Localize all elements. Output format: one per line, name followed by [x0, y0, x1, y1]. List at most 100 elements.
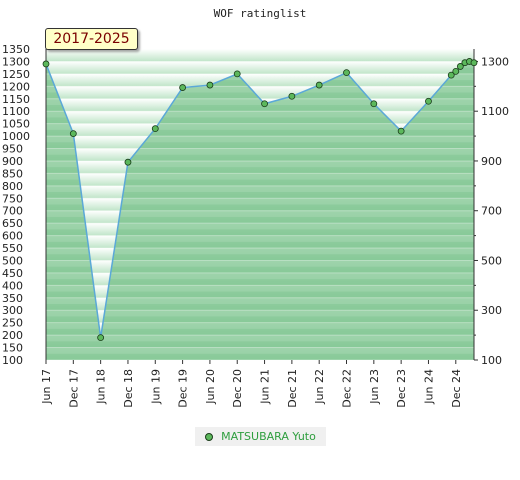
y-tick-label-left: 1200	[2, 80, 30, 93]
data-point	[206, 81, 214, 89]
data-point	[425, 97, 432, 105]
data-point	[315, 81, 323, 89]
area-stripe	[46, 160, 474, 168]
x-tick-label: Dec 24	[450, 369, 463, 408]
y-tick-label-left: 1000	[2, 130, 30, 143]
x-tick-label: Jun 22	[313, 369, 326, 405]
y-tick-label-left: 500	[2, 254, 23, 267]
x-tick-label: Jun 24	[422, 369, 435, 405]
data-point	[447, 71, 455, 79]
y-tick-label-left: 1100	[2, 105, 30, 118]
y-tick-label-left: 250	[2, 317, 23, 330]
area-stripe	[46, 285, 474, 292]
y-tick-label-right: 1100	[481, 105, 509, 118]
y-tick-label-left: 750	[2, 192, 23, 205]
legend-marker-icon	[205, 432, 214, 441]
background-band	[46, 61, 474, 74]
x-tick-label: Dec 21	[286, 369, 299, 408]
x-tick-label: Jun 17	[40, 369, 53, 405]
area-fill	[46, 61, 474, 360]
y-axis-left-labels: 1001502002503003504004505005506006507007…	[2, 43, 30, 367]
area-stripe	[46, 136, 474, 143]
data-point	[233, 70, 241, 78]
area-stripe	[46, 111, 474, 118]
y-tick-label-left: 150	[2, 342, 23, 355]
area-shape	[46, 61, 474, 360]
legend: MATSUBARA Yuto	[195, 427, 326, 446]
area-stripe	[46, 248, 474, 255]
x-tick-label: Jun 21	[259, 369, 272, 405]
y-tick-label-left: 700	[2, 205, 23, 218]
y-tick-label-left: 1250	[2, 68, 30, 81]
area-stripe	[46, 310, 474, 317]
y-tick-label-left: 300	[2, 304, 23, 317]
data-point	[370, 100, 378, 108]
x-tick-label: Dec 19	[177, 369, 190, 408]
area-stripe	[46, 185, 474, 193]
background-band	[46, 73, 474, 87]
y-tick-label-left: 100	[2, 354, 23, 367]
area-stripe	[46, 260, 474, 267]
area-stripe	[46, 272, 474, 280]
y-tick-label-right: 500	[481, 254, 502, 267]
x-tick-label: Dec 17	[67, 369, 80, 408]
data-point	[97, 334, 105, 342]
area-stripe	[46, 98, 474, 105]
x-tick-label: Jun 18	[95, 369, 108, 405]
grid-lines	[46, 48, 474, 361]
x-tick-label: Jun 23	[368, 369, 381, 405]
x-tick-label: Jun 20	[204, 369, 217, 405]
data-point	[69, 130, 77, 137]
y-tick-label-right: 300	[481, 304, 502, 317]
area-stripe	[46, 223, 474, 230]
y-tick-label-right: 700	[481, 205, 502, 218]
y-axis-right-labels: 100 300 500 700 900 1100 1300	[481, 55, 509, 367]
y-tick-label-left: 1050	[2, 118, 30, 131]
area-stripe	[46, 322, 474, 329]
x-tick-label: Jun 19	[149, 369, 162, 405]
y-tick-label-left: 850	[2, 167, 23, 180]
y-tick-label-left: 950	[2, 143, 23, 156]
data-point	[452, 67, 460, 75]
background-band	[46, 49, 474, 62]
y-tick-label-left: 1300	[2, 55, 30, 68]
data-point	[397, 127, 405, 135]
y-tick-label-left: 900	[2, 155, 23, 168]
y-tick-label-left: 650	[2, 217, 23, 230]
date-range-label: 2017-2025	[45, 28, 138, 50]
data-point	[470, 59, 478, 67]
y-tick-label-right: 100	[481, 354, 502, 367]
y-tick-label-right: 900	[481, 155, 502, 168]
area-stripe	[46, 297, 474, 305]
background-band	[46, 86, 474, 99]
y-tick-label-left: 550	[2, 242, 23, 255]
legend-series-name: MATSUBARA Yuto	[221, 430, 316, 443]
y-tick-label-left: 1150	[2, 93, 30, 106]
x-tick-label: Dec 23	[395, 369, 408, 408]
y-tick-label-right: 1300	[481, 55, 509, 68]
y-tick-label-left: 200	[2, 329, 23, 342]
area-stripe	[46, 148, 474, 155]
y-tick-label-left: 400	[2, 279, 23, 292]
area-stripe	[46, 198, 474, 205]
y-tick-label-left: 800	[2, 180, 23, 193]
y-tick-label-left: 350	[2, 292, 23, 305]
area-stripe	[46, 123, 474, 130]
area-stripe	[46, 347, 474, 354]
x-axis-labels: Jun 17 Dec 17 Jun 18 Dec 18 Jun 19 Dec 19 Jun …	[40, 360, 463, 408]
x-tick-label: Dec 18	[122, 369, 135, 408]
data-point	[179, 84, 186, 91]
x-tick-label: Dec 20	[231, 369, 244, 408]
data-point	[124, 158, 132, 166]
x-tick-label: Dec 22	[341, 369, 354, 408]
data-point	[151, 125, 159, 133]
y-tick-label-left: 1350	[2, 43, 30, 56]
area-stripe	[46, 210, 474, 217]
data-point	[456, 63, 464, 70]
y-tick-label-left: 450	[2, 267, 23, 280]
data-point	[42, 60, 50, 68]
area-stripe	[46, 235, 474, 242]
area-stripe	[46, 173, 474, 180]
chart-title: WOF ratinglist	[214, 7, 307, 20]
